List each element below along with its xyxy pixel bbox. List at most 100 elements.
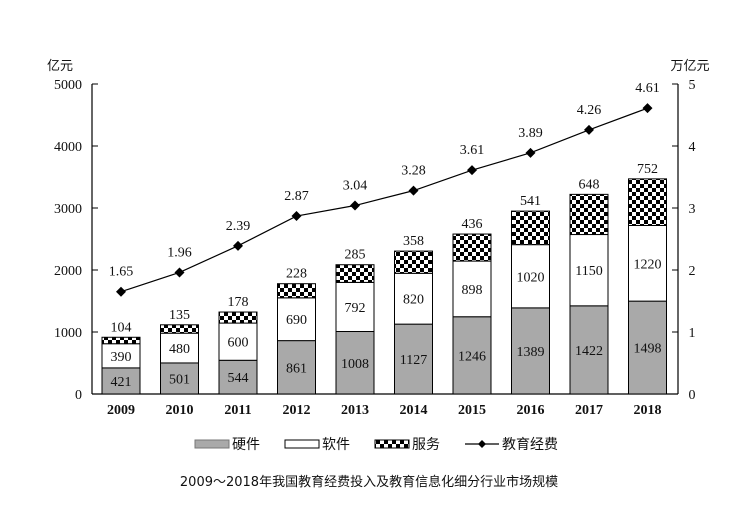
line-point [642, 103, 653, 114]
bar-服务-2011 [218, 311, 258, 324]
bar-软件-2017 [569, 234, 609, 307]
right-axis-unit: 万亿元 [670, 59, 709, 74]
legend-label: 硬件 [232, 437, 260, 453]
bar-value-label: 820 [403, 293, 424, 308]
bar-value-label: 1246 [458, 349, 486, 364]
left-tick-label: 2000 [54, 264, 82, 279]
line-value-label: 4.26 [577, 103, 602, 118]
bar-value-label: 792 [345, 301, 366, 316]
bar-value-label: 135 [169, 308, 190, 323]
bar-value-label: 544 [228, 371, 249, 386]
bar-value-label: 358 [403, 234, 424, 249]
legend-label: 软件 [322, 437, 350, 453]
bar-软件-2018 [628, 224, 667, 302]
x-tick-label: 2011 [224, 403, 251, 418]
right-tick-label: 3 [689, 202, 696, 217]
bar-value-label: 501 [169, 372, 190, 387]
x-tick-label: 2018 [634, 403, 662, 418]
bar-服务-2009 [101, 336, 141, 345]
bar-value-label: 1150 [575, 264, 602, 279]
bar-value-label: 421 [111, 375, 132, 390]
chart-title: 2009～2018年我国教育经费投入及教育信息化细分行业市场规模 [180, 474, 558, 490]
x-tick-label: 2009 [107, 403, 135, 418]
bar-服务-2016 [511, 210, 550, 246]
bar-软件-2015 [452, 260, 492, 318]
legend-item: 教育经费 [465, 437, 558, 453]
line-point [408, 185, 419, 196]
bar-value-label: 1020 [517, 270, 545, 285]
line-point [584, 124, 594, 135]
bar-value-label: 1422 [575, 344, 603, 359]
bar-服务-2010 [160, 324, 199, 334]
legend-label: 教育经费 [502, 437, 558, 453]
line-value-label: 1.96 [167, 245, 192, 260]
bar-硬件-2011 [218, 359, 258, 395]
right-tick-label: 0 [689, 388, 696, 403]
bar-value-label: 228 [286, 267, 307, 282]
bar-服务-2012 [277, 283, 316, 299]
bar-服务-2018 [628, 178, 667, 226]
legend-swatch [374, 439, 410, 449]
line-value-label: 3.28 [401, 164, 426, 179]
left-tick-label: 0 [75, 388, 82, 403]
bar-value-label: 1389 [517, 345, 545, 360]
right-tick-label: 4 [689, 140, 696, 155]
left-tick-label: 1000 [54, 326, 82, 341]
legend-label: 服务 [412, 437, 440, 453]
legend-marker [478, 440, 486, 448]
x-tick-label: 2012 [283, 403, 311, 418]
bar-硬件-2010 [160, 362, 199, 395]
bar-value-label: 285 [345, 248, 366, 263]
bar-value-label: 752 [637, 162, 658, 177]
left-axis-unit: 亿元 [47, 59, 73, 74]
right-tick-label: 1 [689, 326, 696, 341]
line-教育经费 [120, 107, 648, 293]
bar-软件-2014 [394, 272, 433, 325]
line-value-label: 3.89 [518, 126, 543, 141]
line-point [233, 240, 243, 251]
line-point [174, 267, 185, 278]
right-tick-label: 2 [689, 264, 696, 279]
left-tick-label: 4000 [54, 140, 82, 155]
bar-value-label: 1220 [634, 257, 662, 272]
line-value-label: 2.87 [284, 189, 309, 204]
bar-软件-2013 [335, 281, 375, 333]
line-point [291, 211, 302, 222]
bar-软件-2016 [511, 244, 550, 309]
bar-服务-2015 [452, 233, 492, 262]
line-value-label: 3.61 [460, 143, 485, 158]
line-point [467, 165, 477, 176]
left-tick-label: 5000 [54, 78, 82, 93]
line-point [525, 147, 536, 158]
x-tick-label: 2013 [341, 403, 369, 418]
line-value-label: 2.39 [226, 219, 251, 234]
bar-软件-2012 [277, 297, 316, 342]
bar-服务-2017 [569, 193, 609, 236]
line-point [350, 200, 360, 211]
legend-item: 硬件 [194, 437, 260, 453]
bar-value-label: 178 [228, 295, 249, 310]
bar-硬件-2009 [101, 367, 141, 395]
bar-硬件-2018 [628, 300, 667, 395]
line-value-label: 3.04 [343, 179, 368, 194]
bar-value-label: 480 [169, 342, 190, 357]
legend-swatch [284, 439, 320, 449]
legend-item: 软件 [284, 437, 350, 453]
bar-服务-2013 [335, 264, 375, 283]
legend-swatch [194, 439, 230, 449]
x-tick-label: 2016 [517, 403, 545, 418]
bar-value-label: 1498 [634, 342, 662, 357]
x-tick-label: 2017 [575, 403, 603, 418]
bar-服务-2014 [394, 250, 433, 274]
bar-value-label: 898 [462, 283, 483, 298]
bar-value-label: 690 [286, 313, 307, 328]
bar-硬件-2014 [394, 323, 433, 395]
bar-软件-2010 [160, 332, 199, 364]
bar-硬件-2017 [569, 305, 609, 395]
x-tick-label: 2014 [400, 403, 428, 418]
bar-硬件-2013 [335, 331, 375, 395]
legend-item: 服务 [374, 437, 440, 453]
bar-value-label: 541 [520, 194, 541, 209]
left-tick-label: 3000 [54, 202, 82, 217]
